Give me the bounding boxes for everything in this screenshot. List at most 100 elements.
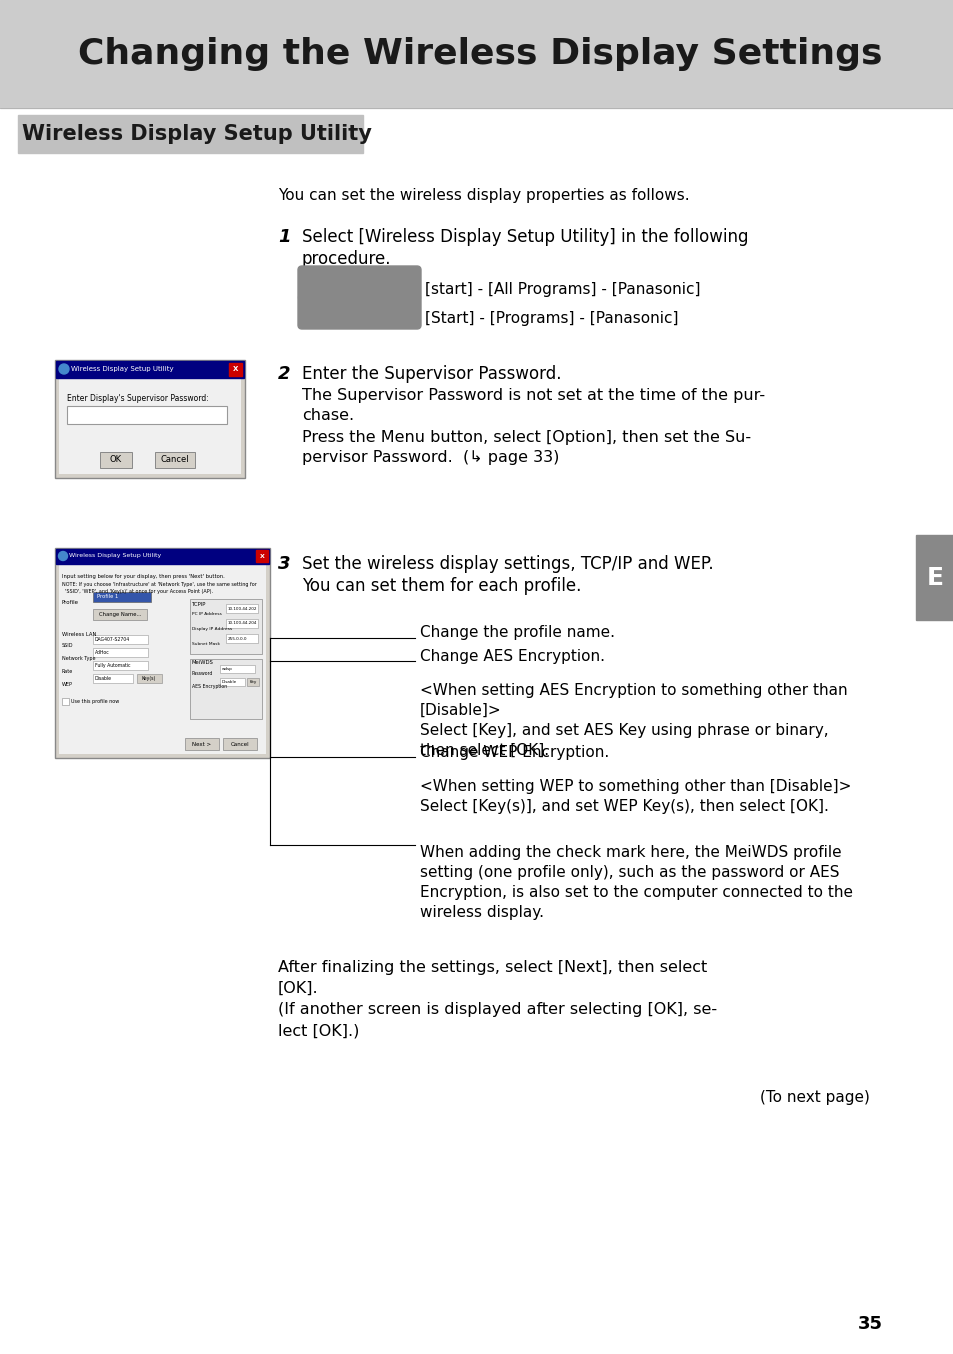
FancyBboxPatch shape	[297, 265, 420, 301]
Bar	[226, 634, 257, 643]
Bar	[154, 452, 194, 468]
Bar	[56, 362, 244, 378]
Text: <When setting WEP to something other than [Disable]>: <When setting WEP to something other tha…	[419, 779, 850, 793]
Text: After finalizing the settings, select [Next], then select: After finalizing the settings, select [N…	[277, 960, 706, 975]
Circle shape	[59, 364, 69, 374]
Text: Key(s): Key(s)	[142, 676, 156, 681]
Text: You can set the wireless display properties as follows.: You can set the wireless display propert…	[277, 188, 689, 203]
Text: [Disable]>: [Disable]>	[419, 703, 501, 718]
Text: then select [OK].: then select [OK].	[419, 743, 549, 758]
Text: DAG407-S2704: DAG407-S2704	[95, 636, 130, 642]
Text: Disable: Disable	[222, 680, 237, 684]
Text: Subnet Mask: Subnet Mask	[192, 642, 220, 646]
Text: Rate: Rate	[62, 669, 73, 674]
Text: AdHoc: AdHoc	[95, 650, 110, 655]
Text: Input setting below for your display, then press 'Next' button.: Input setting below for your display, th…	[62, 574, 225, 580]
Text: X: X	[233, 366, 238, 372]
Text: Change the profile name.: Change the profile name.	[419, 626, 615, 640]
Bar	[92, 649, 148, 657]
Text: The Supervisor Password is not set at the time of the pur-: The Supervisor Password is not set at th…	[302, 389, 764, 403]
Text: Change AES Encryption.: Change AES Encryption.	[419, 649, 604, 663]
Text: [OK].: [OK].	[277, 982, 318, 997]
Bar	[0, 0, 953, 108]
Bar	[59, 565, 266, 754]
Text: (If another screen is displayed after selecting [OK], se-: (If another screen is displayed after se…	[277, 1002, 717, 1017]
Text: [Start] - [Programs] - [Panasonic]: [Start] - [Programs] - [Panasonic]	[424, 311, 678, 326]
Text: WEP: WEP	[62, 682, 72, 686]
Bar	[915, 535, 953, 620]
Text: Wireless Display Setup Utility: Wireless Display Setup Utility	[69, 554, 161, 558]
Text: Cancel: Cancel	[160, 455, 189, 464]
Text: NOTE: If you choose 'Infrastructure' at 'Network Type', use the same setting for: NOTE: If you choose 'Infrastructure' at …	[62, 582, 256, 588]
Text: setting (one profile only), such as the password or AES: setting (one profile only), such as the …	[419, 865, 839, 880]
Text: Press the Menu button, select [Option], then set the Su-: Press the Menu button, select [Option], …	[302, 431, 750, 445]
Text: procedure.: procedure.	[302, 250, 391, 268]
Text: Profile: Profile	[62, 600, 79, 605]
Text: Key: Key	[249, 680, 256, 684]
Text: 1: 1	[277, 227, 291, 246]
Bar	[100, 452, 132, 468]
Bar	[92, 609, 147, 620]
Text: Next >: Next >	[193, 742, 212, 746]
Text: pervisor Password.  (↳ page 33): pervisor Password. (↳ page 33)	[302, 450, 558, 464]
Text: 10.100.44.204: 10.100.44.204	[228, 621, 257, 626]
Text: lect [OK].): lect [OK].)	[277, 1024, 359, 1039]
Bar	[229, 363, 242, 376]
Text: Password: Password	[192, 672, 213, 676]
Text: Wireless LAN: Wireless LAN	[62, 632, 96, 636]
Text: SSID: SSID	[62, 643, 73, 649]
Bar	[190, 598, 262, 654]
Text: 2: 2	[277, 366, 291, 383]
Text: 3: 3	[277, 555, 291, 573]
Bar	[190, 659, 262, 719]
Text: MeiWDS: MeiWDS	[192, 659, 213, 665]
Text: Enter Display's Supervisor Password:: Enter Display's Supervisor Password:	[67, 394, 209, 403]
Bar	[226, 619, 257, 628]
Text: wireless display.: wireless display.	[419, 904, 543, 919]
Text: 255.0.0.0: 255.0.0.0	[228, 636, 247, 640]
Bar	[92, 635, 148, 645]
Bar	[255, 550, 268, 562]
Text: OK: OK	[110, 455, 122, 464]
Text: Use this profile now: Use this profile now	[71, 699, 119, 704]
Text: Select [Key], and set AES Key using phrase or binary,: Select [Key], and set AES Key using phra…	[419, 723, 828, 738]
Text: Set the wireless display settings, TCP/IP and WEP.: Set the wireless display settings, TCP/I…	[302, 555, 713, 573]
Text: Encryption, is also set to the computer connected to the: Encryption, is also set to the computer …	[419, 886, 852, 900]
Text: 35: 35	[857, 1315, 882, 1332]
Bar	[247, 678, 258, 686]
Bar	[220, 678, 245, 686]
Text: Profile 1: Profile 1	[97, 594, 118, 600]
Text: You can set them for each profile.: You can set them for each profile.	[302, 577, 580, 594]
Bar	[226, 604, 257, 613]
Text: Wireless Display Setup Utility: Wireless Display Setup Utility	[22, 125, 372, 144]
Text: <When setting AES Encryption to something other than: <When setting AES Encryption to somethin…	[419, 682, 846, 699]
Text: Select [Key(s)], and set WEP Key(s), then select [OK].: Select [Key(s)], and set WEP Key(s), the…	[419, 799, 828, 814]
Bar	[55, 360, 245, 478]
Text: X: X	[259, 554, 264, 558]
Text: E: E	[925, 566, 943, 590]
Bar	[59, 379, 241, 474]
Text: Wireless Display Setup Utility: Wireless Display Setup Utility	[71, 366, 173, 372]
Text: Enter the Supervisor Password.: Enter the Supervisor Password.	[302, 366, 561, 383]
Text: Network Type: Network Type	[62, 655, 95, 661]
Bar	[62, 699, 69, 705]
Text: Cancel: Cancel	[231, 742, 249, 746]
Bar	[137, 674, 162, 682]
Text: Changing the Wireless Display Settings: Changing the Wireless Display Settings	[77, 37, 882, 70]
Bar	[67, 406, 227, 424]
Text: chase.: chase.	[302, 408, 354, 422]
Text: Change WEP Encryption.: Change WEP Encryption.	[419, 745, 609, 760]
Bar	[18, 115, 363, 153]
Text: AES Encryption: AES Encryption	[192, 684, 227, 689]
Bar	[56, 548, 269, 565]
Text: Display IP Address: Display IP Address	[192, 627, 232, 631]
Text: Change Name...: Change Name...	[99, 612, 141, 617]
Text: Disable: Disable	[95, 676, 112, 681]
Text: Select [Wireless Display Setup Utility] in the following: Select [Wireless Display Setup Utility] …	[302, 227, 748, 246]
Bar	[92, 661, 148, 670]
Bar	[92, 674, 132, 682]
Bar	[185, 738, 219, 750]
Text: 'SSID', 'WEP', and 'Key(s)' at once for your Access Point (AP).: 'SSID', 'WEP', and 'Key(s)' at once for …	[62, 589, 213, 594]
Text: 10.100.44.202: 10.100.44.202	[228, 607, 257, 611]
Bar	[55, 548, 270, 758]
